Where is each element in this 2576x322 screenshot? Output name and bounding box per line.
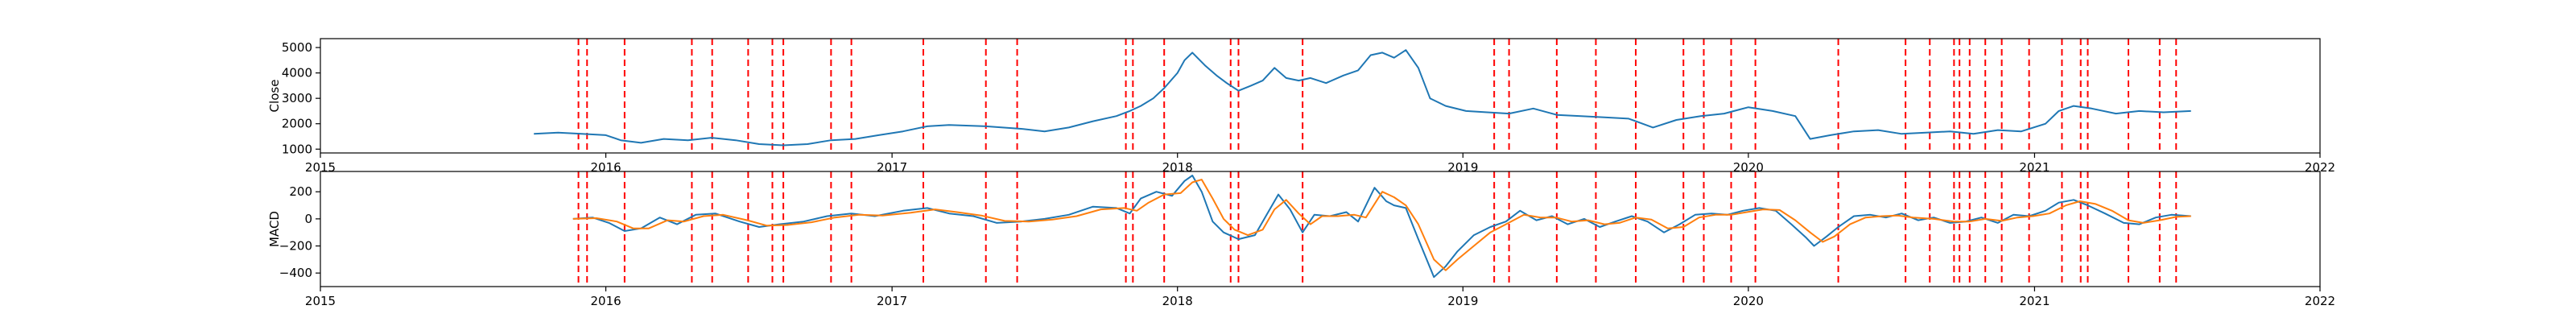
x-tick-label-2021: 2021 <box>2019 294 2050 308</box>
y-tick-label-3000: 3000 <box>282 91 312 105</box>
macd-panel: 2015 2016 2017 2018 2019 2020 2021 2022 −400 −200… <box>267 171 2335 308</box>
x-tick-label-2017: 2017 <box>877 294 907 308</box>
series-line-2 <box>572 179 2191 271</box>
y-tick-label-2000: 2000 <box>282 117 312 131</box>
x-tick-label-2019: 2019 <box>1447 294 1478 308</box>
x-tick-label-2019: 2019 <box>1447 160 1478 175</box>
x-tick-label-2018: 2018 <box>1162 294 1193 308</box>
x-tick-label-2022: 2022 <box>2305 294 2335 308</box>
y-tick-label-200: −200 <box>279 239 312 254</box>
x-tick-label-2016: 2016 <box>590 160 621 175</box>
y-tick-label-5000: 5000 <box>282 40 312 55</box>
x-tick-label-2016: 2016 <box>590 294 621 308</box>
x-tick-label-2021: 2021 <box>2019 160 2050 175</box>
y-axis-title: Close <box>267 80 282 113</box>
y-tick-label-400: −400 <box>279 266 312 280</box>
axes-frame <box>320 38 2321 154</box>
y-tick-label-200: 200 <box>289 184 312 199</box>
x-tick-label-2020: 2020 <box>1733 160 1764 175</box>
y-axis-title: MACD <box>267 211 282 247</box>
y-tick-label-1000: 1000 <box>282 142 312 156</box>
axes-frame <box>320 171 2321 287</box>
x-tick-label-2020: 2020 <box>1733 294 1764 308</box>
y-tick-label-4000: 4000 <box>282 66 312 80</box>
x-tick-label-2017: 2017 <box>877 160 907 175</box>
y-tick-label-0: 0 <box>304 212 312 226</box>
x-tick-label-2018: 2018 <box>1162 160 1193 175</box>
series-line-1 <box>534 49 2191 147</box>
x-tick-label-2015: 2015 <box>305 294 336 308</box>
